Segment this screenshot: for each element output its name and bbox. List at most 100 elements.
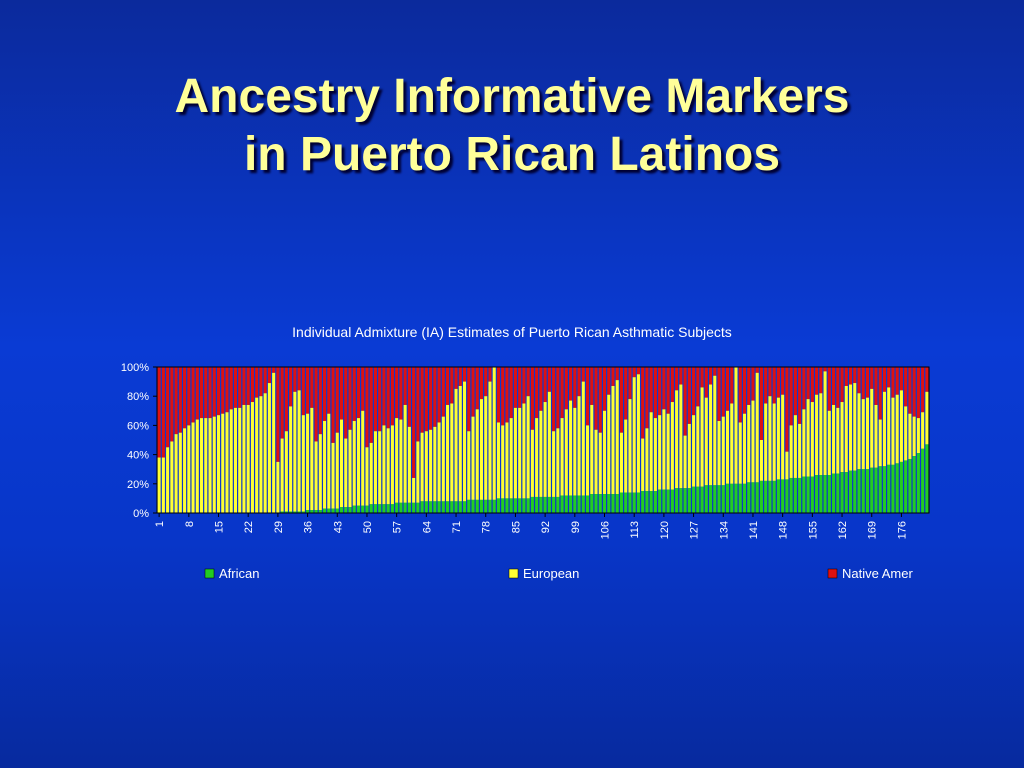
- bar-african: [382, 504, 386, 513]
- bar-african: [505, 498, 509, 513]
- bar-native-amer: [395, 367, 399, 419]
- bar-african: [819, 475, 823, 513]
- bar-native-amer: [755, 367, 759, 373]
- x-tick-label: 78: [481, 521, 493, 533]
- x-tick-label: 113: [629, 521, 641, 539]
- legend-label-native-amer: Native Amer: [842, 566, 913, 581]
- bar-african: [844, 472, 848, 513]
- bar-african: [509, 498, 513, 513]
- legend-swatch-african: [204, 568, 215, 579]
- bars: [157, 367, 929, 513]
- bar-european: [725, 410, 730, 484]
- bar-african: [594, 494, 598, 513]
- bar-native-amer: [301, 367, 305, 416]
- bar-african: [738, 483, 742, 513]
- bar-european: [450, 403, 454, 502]
- bar-native-amer: [276, 367, 280, 462]
- bar-african: [539, 496, 543, 513]
- bar-european: [899, 390, 903, 462]
- bar-african: [658, 489, 662, 513]
- x-tick-label: 64: [421, 521, 433, 533]
- bar-african: [670, 489, 674, 513]
- bar-european: [632, 377, 636, 493]
- bar-african: [899, 461, 903, 513]
- bar-native-amer: [882, 367, 886, 392]
- x-tick-label: 85: [510, 521, 522, 533]
- bar-native-amer: [318, 367, 322, 435]
- bar-native-amer: [187, 367, 191, 426]
- bar-european: [246, 404, 250, 513]
- bar-african: [725, 483, 730, 513]
- bar-european: [492, 367, 496, 500]
- bar-native-amer: [518, 367, 522, 408]
- bar-native-amer: [692, 367, 696, 416]
- bar-european: [861, 399, 865, 470]
- bar-european: [840, 402, 844, 473]
- bar-african: [602, 494, 607, 513]
- bar-african: [441, 501, 445, 513]
- y-tick-label: 60%: [127, 420, 149, 432]
- bar-african: [530, 496, 534, 513]
- bar-native-amer: [221, 367, 225, 414]
- bar-european: [577, 396, 581, 496]
- bar-african: [569, 495, 573, 513]
- bar-african: [730, 483, 734, 513]
- bar-african: [861, 469, 865, 513]
- bar-european: [390, 425, 394, 505]
- bar-native-amer: [861, 367, 865, 400]
- bar-native-amer: [229, 367, 233, 410]
- bar-european: [509, 418, 513, 499]
- bar-european: [904, 406, 908, 461]
- bar-european: [174, 434, 178, 513]
- bar-european: [263, 393, 267, 513]
- bar-european: [679, 384, 683, 489]
- bar-native-amer: [624, 367, 628, 420]
- bar-european: [204, 418, 208, 513]
- bar-african: [692, 486, 696, 513]
- bar-native-amer: [450, 367, 454, 404]
- bar-african: [781, 479, 785, 513]
- bar-european: [475, 409, 479, 500]
- bar-european: [306, 413, 310, 511]
- bar-native-amer: [666, 367, 670, 414]
- bar-european: [755, 372, 759, 483]
- bar-european: [284, 431, 288, 512]
- bar-african: [882, 466, 886, 513]
- bar-european: [870, 388, 874, 468]
- bar-native-amer: [331, 367, 335, 443]
- bar-african: [301, 511, 305, 513]
- bar-european: [607, 394, 611, 495]
- bar-native-amer: [853, 367, 857, 384]
- bar-native-amer: [700, 367, 704, 388]
- bar-african: [874, 467, 878, 513]
- bar-african: [535, 496, 539, 513]
- bar-african: [806, 476, 810, 513]
- bar-native-amer: [675, 367, 679, 391]
- bar-native-amer: [895, 367, 899, 395]
- bar-native-amer: [772, 367, 776, 404]
- bar-native-amer: [170, 367, 174, 442]
- bar-european: [535, 418, 539, 497]
- bar-native-amer: [802, 367, 806, 410]
- bar-european: [683, 435, 687, 489]
- bar-native-amer: [365, 367, 369, 448]
- bar-native-amer: [437, 367, 441, 423]
- bar-native-amer: [424, 367, 428, 432]
- bar-native-amer: [598, 367, 602, 433]
- bar-african: [463, 501, 467, 513]
- bar-native-amer: [259, 367, 263, 397]
- bar-european: [768, 396, 772, 481]
- bar-european: [178, 432, 182, 513]
- bar-european: [250, 402, 254, 513]
- bar-native-amer: [513, 367, 517, 408]
- bar-native-amer: [874, 367, 878, 405]
- bar-european: [365, 447, 369, 506]
- bar-native-amer: [280, 367, 284, 439]
- legend-label-european: European: [523, 566, 579, 581]
- bar-european: [649, 412, 653, 492]
- bar-european: [865, 397, 870, 470]
- bar-african: [586, 495, 590, 513]
- bar-native-amer: [522, 367, 526, 404]
- bar-european: [183, 428, 187, 513]
- bar-native-amer: [552, 367, 556, 432]
